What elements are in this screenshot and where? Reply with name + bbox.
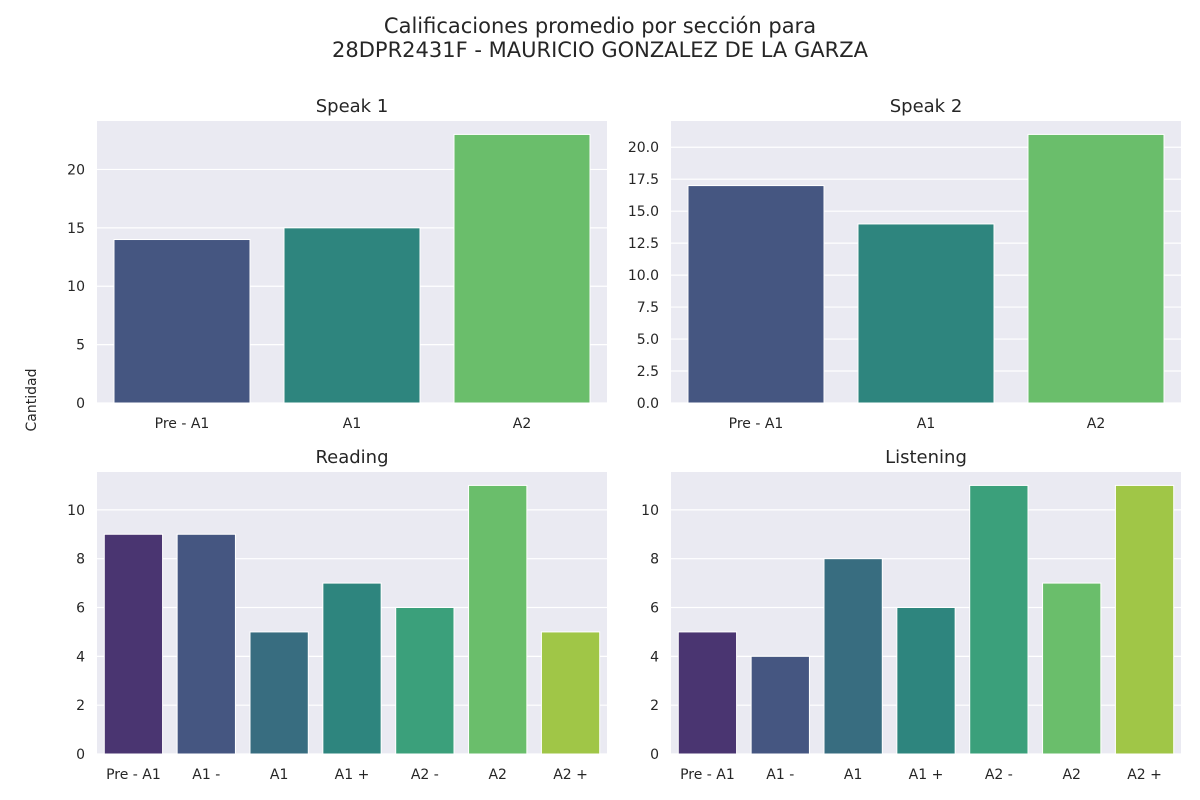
y-tick-label: 2	[650, 698, 659, 714]
figure-title-line-2: 28DPR2431F - MAURICIO GONZALEZ DE LA GAR…	[332, 38, 868, 62]
y-tick-label: 8	[650, 552, 659, 568]
x-tick-label: Pre - A1	[106, 767, 161, 783]
subplot-reading: 0 2 4 6 8 10 Pre - A1 A1 - A1 A1 + A2 - A2 A2 + Readi…	[67, 447, 607, 783]
x-tick-label: A1 -	[192, 767, 220, 783]
bar-a1	[283, 227, 421, 404]
subplot-speak-2: 0.0 2.5 5.0 7.5 10.0 12.5 15.0 17.5 20.0 Pre - A1…	[628, 96, 1181, 432]
x-tick-label: A2 -	[985, 767, 1013, 783]
bar-a2	[540, 631, 601, 755]
y-tick-label: 8	[76, 552, 85, 568]
subplot-listening: 0 2 4 6 8 10 Pre - A1 A1 - A1 A1 + A2 - A2 A2 + Liste…	[641, 447, 1181, 783]
y-tick-label: 0	[650, 747, 659, 763]
y-tick-label: 15	[67, 221, 85, 237]
y-tick-label: 2	[76, 698, 85, 714]
bar-a2	[453, 133, 591, 404]
y-tick-label: 20	[67, 162, 85, 178]
y-tick-label: 5	[76, 338, 85, 354]
bar-pre-a1	[687, 185, 825, 404]
bar-pre-a1	[677, 631, 738, 755]
y-tick-label: 10	[67, 279, 85, 295]
x-tick-label: A2	[513, 416, 531, 432]
bar-a2	[468, 484, 528, 755]
y-tick-label: 12.5	[628, 236, 659, 252]
bar-a2	[969, 484, 1029, 755]
x-tick-label: A1	[917, 416, 935, 432]
x-tick-label: A1	[844, 767, 862, 783]
x-tick-label: A2	[1062, 767, 1080, 783]
y-tick-label: 17.5	[628, 172, 659, 188]
x-tick-label: Pre - A1	[155, 416, 210, 432]
bar-a2	[1042, 582, 1102, 755]
x-tick-label: A1	[343, 416, 361, 432]
subplot-title: Reading	[315, 447, 388, 468]
bar-a1	[823, 558, 883, 755]
x-tick-label: A1 +	[909, 767, 944, 783]
x-tick-label: A1	[270, 767, 288, 783]
y-tick-label: 20.0	[628, 140, 659, 156]
x-tick-label: Pre - A1	[680, 767, 735, 783]
x-tick-label: Pre - A1	[729, 416, 784, 432]
subplot-title: Listening	[885, 447, 967, 468]
bar-pre-a1	[113, 239, 251, 404]
x-tick-label: A2	[1087, 416, 1105, 432]
y-tick-label: 2.5	[637, 364, 659, 380]
subplot-title: Speak 1	[316, 96, 389, 117]
y-tick-label: 6	[76, 601, 85, 617]
x-tick-label: A2	[488, 767, 506, 783]
bar-pre-a1	[103, 533, 164, 755]
subplot-speak-1: 0 5 10 15 20 Pre - A1 A1 A2 Speak 1	[67, 96, 607, 432]
bar-a2	[395, 607, 455, 755]
bar-a2	[1114, 484, 1175, 755]
y-tick-label: 10	[67, 503, 85, 519]
bar-a1	[750, 655, 810, 755]
bar-a1	[322, 582, 382, 755]
bar-a1	[176, 533, 236, 755]
y-tick-label: 10	[641, 503, 659, 519]
subplot-title: Speak 2	[890, 96, 963, 117]
bar-a2	[1027, 133, 1165, 404]
y-tick-label: 0	[76, 396, 85, 412]
y-tick-label: 5.0	[637, 332, 659, 348]
bar-a1	[857, 223, 995, 404]
y-tick-label: 6	[650, 601, 659, 617]
figure-title-line-1: Calificaciones promedio por sección para	[383, 14, 817, 38]
x-tick-label: A2 +	[553, 767, 588, 783]
x-tick-label: A1 -	[766, 767, 794, 783]
y-tick-label: 4	[650, 649, 659, 665]
y-tick-label: 4	[76, 649, 85, 665]
y-tick-label: 15.0	[628, 204, 659, 220]
x-tick-label: A1 +	[335, 767, 370, 783]
y-tick-label: 7.5	[637, 300, 659, 316]
y-tick-label: 0.0	[637, 396, 659, 412]
x-tick-label: A2 +	[1127, 767, 1162, 783]
y-tick-label: 10.0	[628, 268, 659, 284]
y-tick-label: 0	[76, 747, 85, 763]
x-tick-label: A2 -	[411, 767, 439, 783]
bar-a1	[896, 607, 956, 755]
bar-a1	[249, 631, 309, 755]
